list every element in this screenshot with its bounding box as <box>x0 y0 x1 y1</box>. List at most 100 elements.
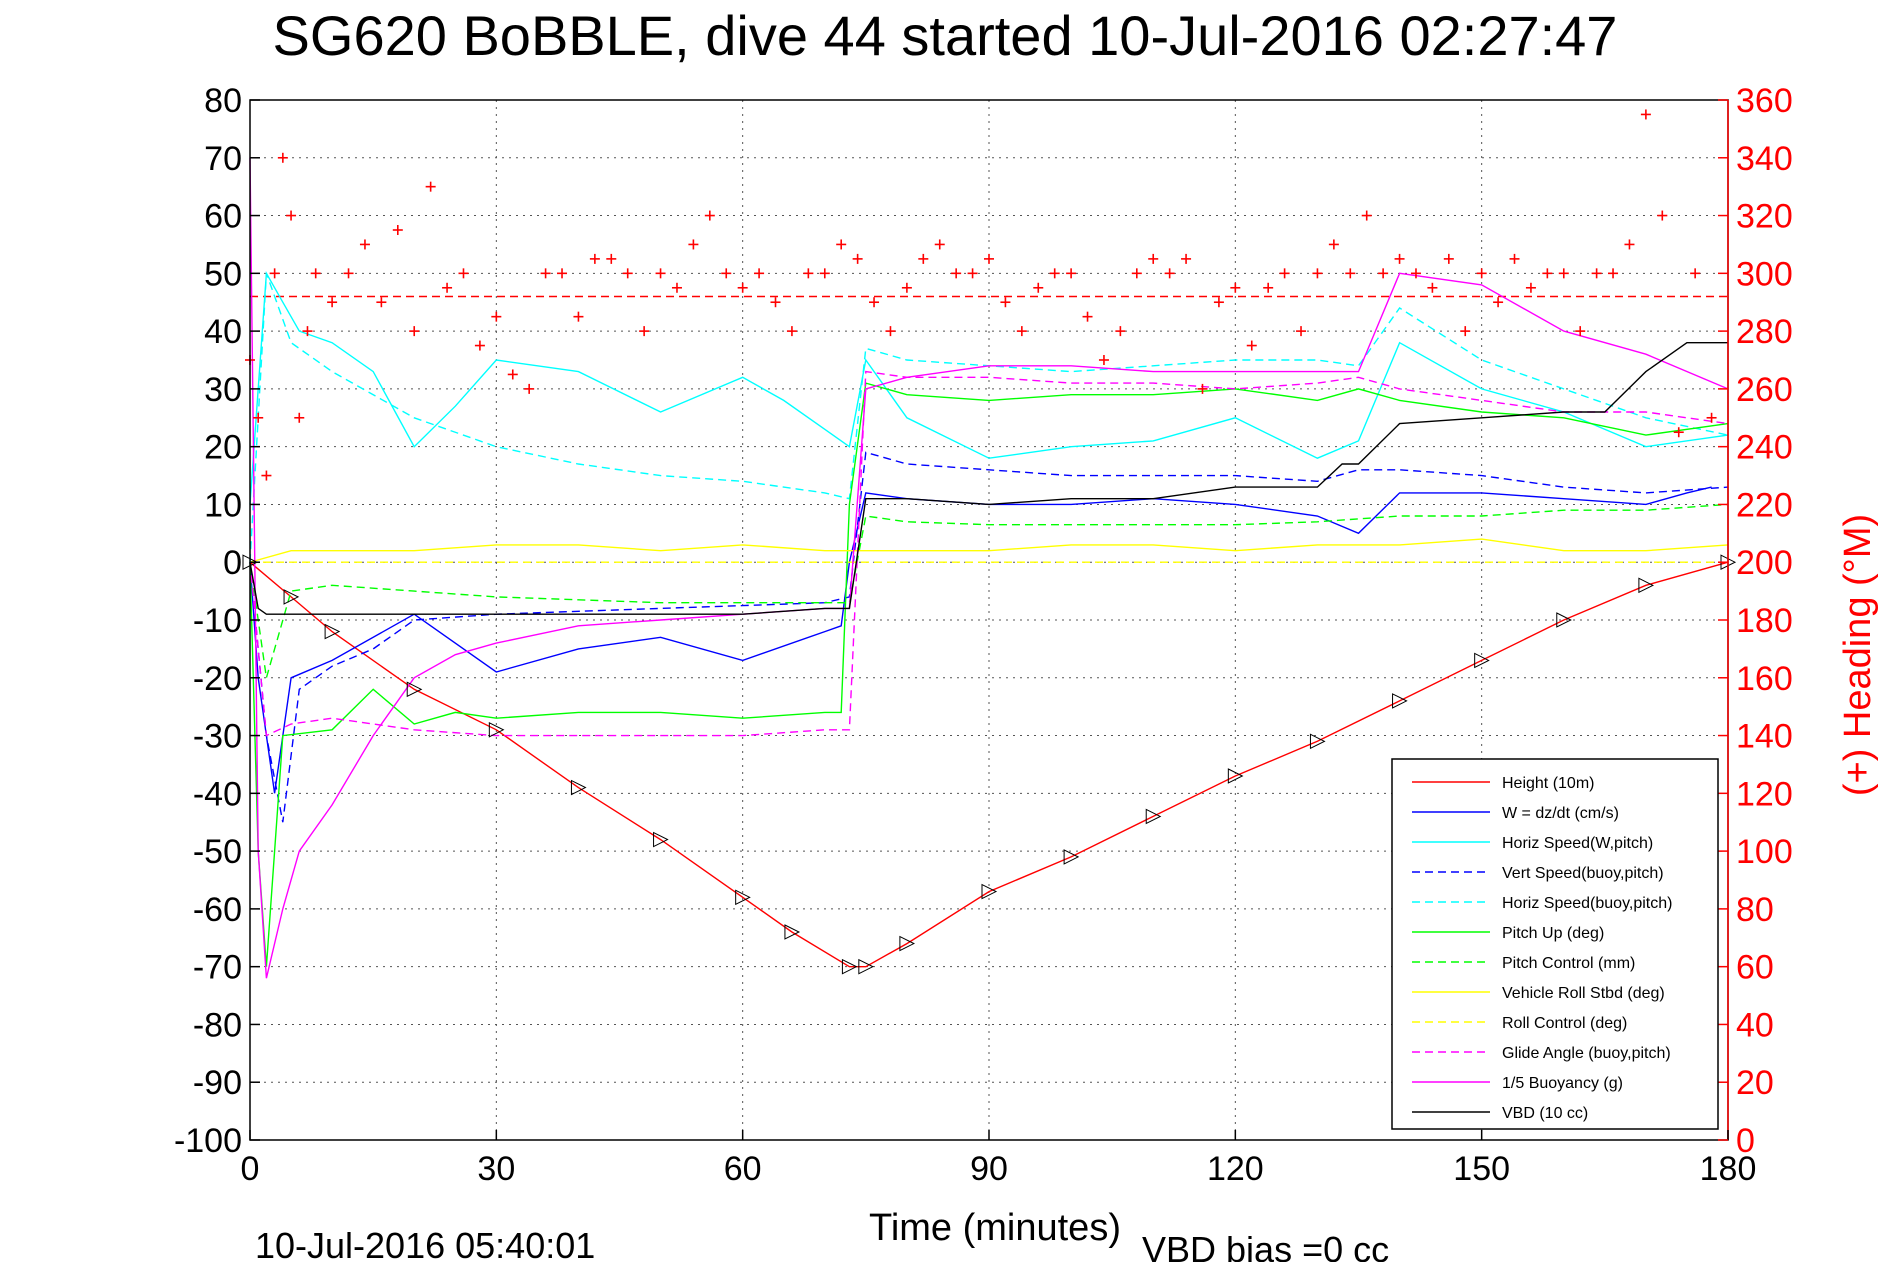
heading-point <box>1460 326 1471 337</box>
heading-point <box>1279 268 1290 279</box>
heading-point <box>442 282 453 293</box>
x-tick-label: 180 <box>1700 1150 1757 1188</box>
heading-point <box>852 253 863 264</box>
series-glide-angle-buoy-pitch <box>249 370 1729 737</box>
heading-point <box>1164 268 1175 279</box>
height-marker <box>899 935 916 952</box>
heading-point <box>573 311 584 322</box>
heading-point <box>1230 282 1241 293</box>
heading-point <box>1509 253 1520 264</box>
heading-point <box>1591 268 1602 279</box>
heading-point <box>458 268 469 279</box>
heading-point <box>1410 268 1421 279</box>
x-tick-label: 0 <box>241 1150 260 1188</box>
y-tick-label: -100 <box>174 1122 242 1160</box>
right-tick-label: 360 <box>1736 82 1793 120</box>
series-height-10m <box>249 561 1729 968</box>
heading-point <box>951 268 962 279</box>
height-marker <box>406 681 423 698</box>
heading-point <box>819 268 830 279</box>
right-tick-label: 240 <box>1736 429 1793 467</box>
x-axis-ticks: 0 30 60 90 120 150 180 <box>241 1130 1757 1188</box>
legend-item: Roll Control (deg) <box>1412 1015 1627 1032</box>
height-marker <box>981 883 998 900</box>
y-tick-label: -10 <box>193 602 242 640</box>
legend-label: 1/5 Buoyancy (g) <box>1502 1075 1623 1092</box>
height-marker <box>1474 652 1490 669</box>
legend-label: Pitch Control (mm) <box>1502 955 1635 972</box>
heading-point <box>1394 253 1405 264</box>
height-marker <box>1145 808 1162 825</box>
heading-point <box>392 225 403 235</box>
heading-point <box>754 268 765 279</box>
y-tick-label: 40 <box>204 313 242 351</box>
heading-point <box>1640 109 1651 120</box>
heading-point <box>737 282 748 293</box>
heading-point <box>1328 239 1339 250</box>
heading-point <box>803 268 814 279</box>
legend: Height (10m) W = dz/dt (cm/s) Horiz Speed(… <box>1391 758 1719 1130</box>
heading-point <box>1148 253 1159 264</box>
heading-point <box>557 268 568 279</box>
heading-point <box>1558 268 1569 279</box>
heading-point <box>261 470 272 481</box>
legend-label: Vehicle Roll Stbd (deg) <box>1502 985 1665 1002</box>
right-tick-label: 200 <box>1736 544 1793 582</box>
right-tick-label: 220 <box>1736 486 1793 524</box>
heading-point <box>1608 268 1619 279</box>
heading-point <box>1296 326 1307 337</box>
heading-point <box>425 181 436 192</box>
heading-point <box>1493 297 1504 308</box>
heading-point <box>1476 268 1487 279</box>
right-tick-label: 60 <box>1736 949 1774 987</box>
right-tick-label: 140 <box>1736 718 1793 756</box>
heading-point <box>507 369 518 380</box>
heading-point <box>589 253 600 264</box>
y-tick-label: 70 <box>204 140 242 178</box>
heading-point <box>885 326 896 337</box>
height-marker <box>841 958 858 975</box>
heading-point <box>622 268 633 279</box>
heading-point <box>655 268 666 279</box>
heading-point <box>1690 268 1701 279</box>
right-tick-label: 40 <box>1736 1006 1774 1044</box>
right-tick-label: 300 <box>1736 255 1793 293</box>
heading-point <box>721 268 732 279</box>
y-tick-label: -90 <box>193 1064 242 1102</box>
legend-label: Roll Control (deg) <box>1502 1015 1627 1032</box>
heading-point <box>1443 253 1454 264</box>
x-tick-label: 60 <box>724 1150 762 1188</box>
height-marker <box>653 831 669 848</box>
series-horiz-speed-buoy-pitch <box>249 273 1729 563</box>
height-marker <box>1227 768 1244 784</box>
legend-item: Vert Speed(buoy,pitch) <box>1412 865 1664 882</box>
heading-point <box>1246 340 1257 351</box>
height-marker <box>1063 849 1080 865</box>
legend-label: Glide Angle (buoy,pitch) <box>1502 1045 1671 1062</box>
heading-point <box>1082 311 1093 322</box>
right-tick-label: 100 <box>1736 833 1793 871</box>
heading-point <box>1098 355 1109 365</box>
heading-point <box>343 268 354 279</box>
heading-point <box>253 412 264 423</box>
height-marker <box>735 889 751 906</box>
heading-point <box>770 297 781 308</box>
height-marker <box>1556 612 1572 628</box>
legend-box <box>1391 758 1719 1130</box>
y-tick-label: 0 <box>223 544 242 582</box>
heading-point <box>1624 239 1635 250</box>
heading-point <box>1657 210 1668 221</box>
footer-vbd-bias: VBD bias =0 cc <box>1142 1229 1389 1262</box>
legend-label: Horiz Speed(W,pitch) <box>1502 835 1653 852</box>
y-tick-label: -80 <box>193 1006 242 1044</box>
right-tick-label: 80 <box>1736 891 1774 929</box>
right-tick-label: 0 <box>1736 1122 1755 1160</box>
heading-point <box>786 326 797 337</box>
right-tick-label: 120 <box>1736 775 1793 813</box>
heading-point <box>540 268 551 279</box>
height-marker <box>488 721 505 738</box>
legend-item: 1/5 Buoyancy (g) <box>1412 1075 1623 1092</box>
heading-point <box>359 239 370 250</box>
heading-point <box>376 297 387 308</box>
legend-item: W = dz/dt (cm/s) <box>1412 805 1619 822</box>
